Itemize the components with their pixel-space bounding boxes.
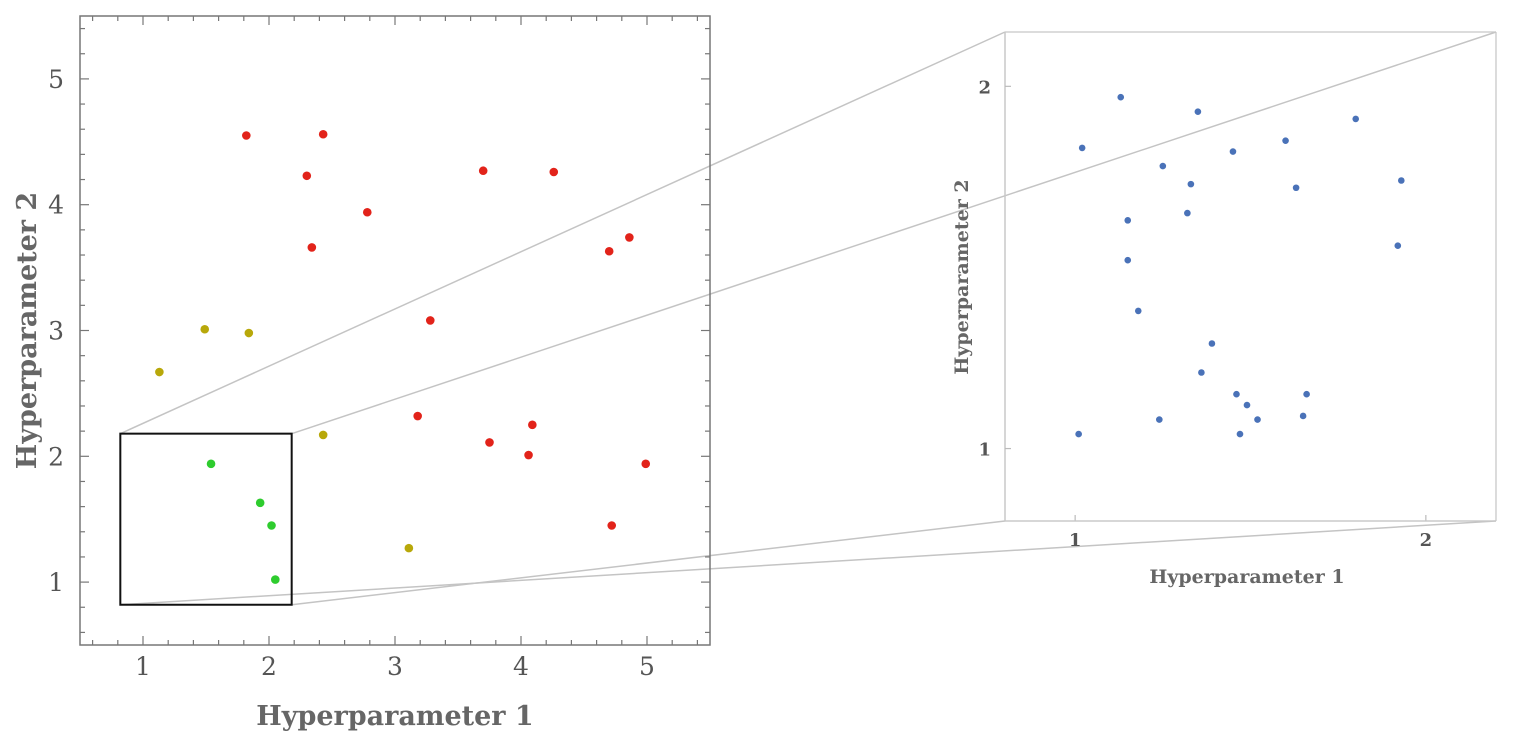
data-point [267, 521, 276, 530]
zoom-data-point [1117, 93, 1125, 101]
zoom-y-axis-title: Hyperparameter 2 [951, 179, 973, 374]
zoom-tick-labels: 1 2 1 2 [978, 77, 1432, 551]
main-tick-marks [80, 16, 710, 645]
data-point [318, 129, 328, 139]
zoom-data-point [1303, 390, 1310, 398]
data-point [625, 233, 634, 242]
zoom-data-point [1398, 177, 1405, 184]
zoom-data-point [1156, 416, 1163, 423]
data-point [425, 316, 435, 325]
zoom-data-point [1208, 340, 1216, 347]
main-y-axis-title: Hyperparameter 2 [12, 192, 43, 469]
zoom-data-point [1236, 430, 1244, 438]
main-x-axis-title: Hyperparameter 1 [256, 701, 533, 732]
data-point [641, 459, 651, 469]
x-tick-label: 4 [513, 652, 529, 681]
y-tick-label: 4 [48, 191, 64, 220]
data-point [200, 324, 210, 334]
data-point [549, 167, 559, 177]
zoom-connector-line [291, 31, 1497, 435]
zoom-data-point [1187, 180, 1195, 188]
data-point [524, 450, 533, 460]
zoom-x-tick-label: 1 [1069, 530, 1082, 551]
zoom-data-point [1194, 108, 1202, 115]
zoom-data-point [1124, 217, 1132, 224]
data-point [307, 243, 317, 252]
zoom-data-point [1254, 416, 1261, 423]
x-tick-label: 1 [135, 652, 151, 681]
data-point [413, 411, 422, 421]
data-point [318, 430, 328, 440]
zoom-data-point [1282, 137, 1289, 144]
zoom-data-point [1299, 412, 1307, 420]
zoom-data-point [1134, 307, 1142, 315]
zoom-data-point [1394, 242, 1402, 250]
zoom-data-point [1075, 430, 1082, 438]
y-tick-label: 3 [48, 317, 64, 346]
zoom-scatter-chart: 1 2 1 2 Hyperparameter 1 Hyperparameter 2 [951, 31, 1497, 588]
zoom-data-point [1159, 162, 1167, 170]
main-scatter-chart: 1 2 3 4 5 1 2 3 4 5 Hyperparameter 1 Hyperparamet… [12, 15, 711, 732]
x-tick-label: 2 [261, 652, 277, 681]
zoom-data-point [1292, 184, 1300, 192]
data-point [404, 543, 414, 553]
y-tick-label: 2 [48, 442, 64, 471]
zoom-data-point [1078, 144, 1086, 152]
data-point [604, 246, 614, 256]
zoom-data-point [1229, 148, 1237, 155]
zoom-connector-lines [120, 31, 1497, 606]
zoom-data-point [1352, 115, 1360, 123]
data-point [362, 207, 372, 217]
data-point [607, 521, 617, 530]
zoom-data-point [1198, 369, 1205, 376]
zoom-tick-marks [1005, 85, 1427, 521]
data-point [485, 438, 494, 447]
data-point [255, 498, 265, 508]
zoom-connector-line [291, 520, 1006, 606]
zoom-data-points [1075, 93, 1405, 438]
zoom-connector-line [120, 520, 1497, 606]
zoom-y-tick-label: 2 [978, 77, 991, 98]
zoom-data-point [1233, 390, 1240, 398]
data-point [528, 420, 537, 430]
data-point [244, 328, 254, 338]
zoom-data-point [1243, 401, 1251, 409]
data-point [302, 171, 312, 181]
zoom-y-tick-label: 1 [978, 440, 991, 461]
x-tick-label: 3 [387, 652, 403, 681]
x-tick-label: 5 [639, 652, 655, 681]
zoom-x-axis-title: Hyperparameter 1 [1149, 566, 1344, 588]
y-tick-label: 5 [48, 65, 64, 94]
zoom-x-tick-label: 2 [1420, 530, 1433, 551]
data-point [206, 459, 216, 469]
data-point [271, 575, 280, 584]
data-point [155, 367, 164, 377]
data-point [242, 131, 251, 140]
zoom-region-box [119, 432, 293, 606]
main-plot-frame [79, 15, 711, 646]
main-data-points [155, 129, 651, 584]
zoom-data-point [1124, 256, 1132, 264]
main-tick-labels: 1 2 3 4 5 1 2 3 4 5 [48, 65, 655, 681]
zoom-data-point [1184, 209, 1191, 217]
zoom-connector-line [120, 31, 1006, 435]
y-tick-label: 1 [48, 568, 64, 597]
data-point [478, 166, 488, 176]
